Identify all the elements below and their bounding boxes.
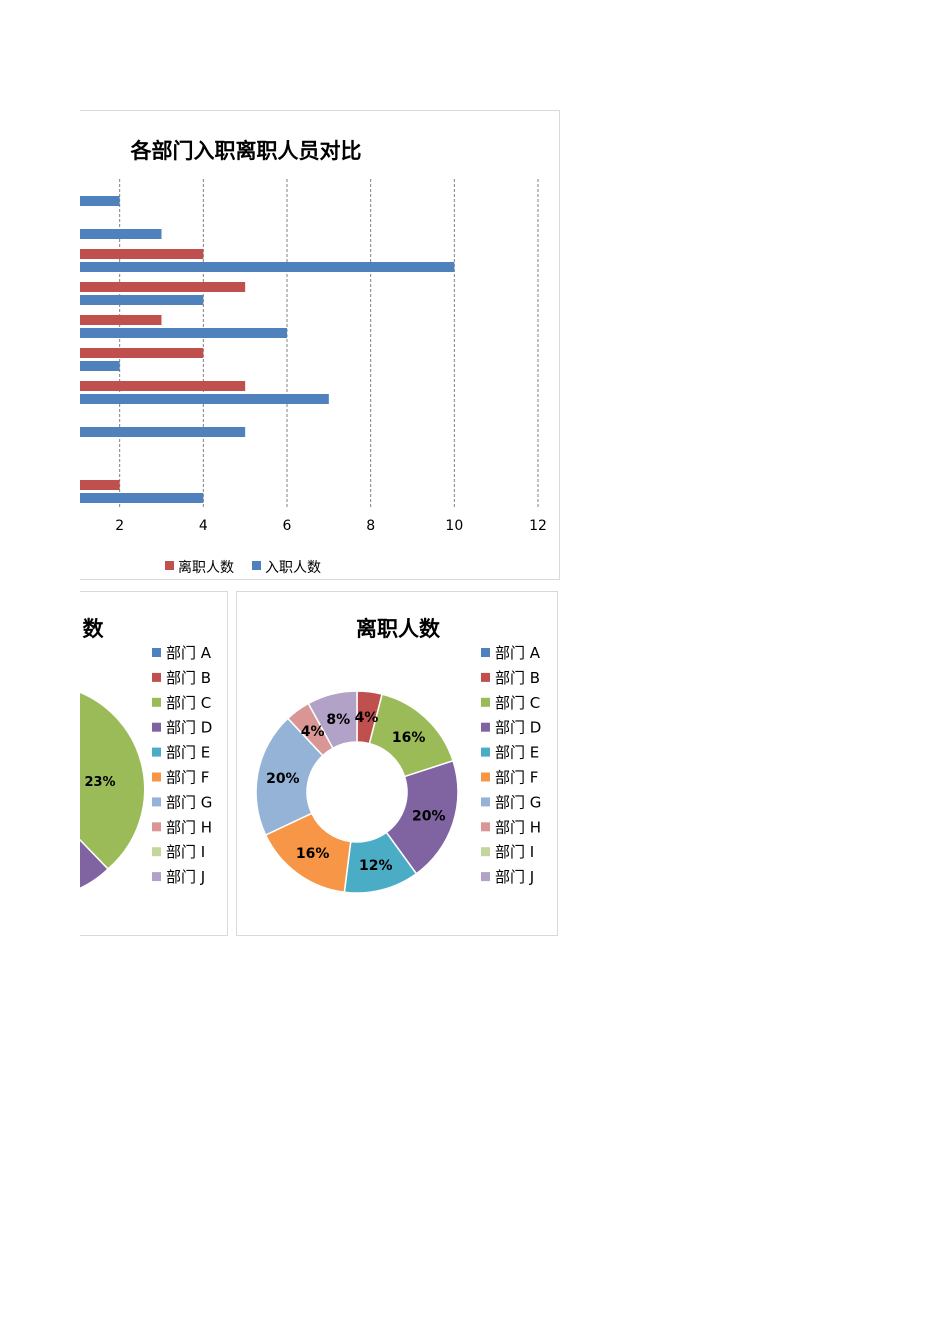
legend-swatch: [481, 772, 490, 782]
legend-label: 部门 J: [166, 868, 205, 886]
bar-chart-panel: 各部门入职离职人员对比 2 4 6 8 10 12 离职人数 入职人数: [50, 110, 560, 580]
legend-swatch: [152, 722, 161, 732]
legend-swatch-join: [252, 561, 261, 570]
legend-swatch: [481, 648, 490, 657]
left-crop-mask: [0, 0, 80, 1344]
bar-join: [51, 295, 204, 305]
bar-join: [51, 427, 246, 437]
donut-slice-label: 20%: [266, 771, 300, 787]
donut-chart: 离职人数 4%16%20%12%16%20%4%8% 部门 A部门 B部门 C部…: [255, 617, 541, 894]
legend-swatch: [481, 847, 490, 857]
bar-chart-title: 各部门入职离职人员对比: [130, 139, 362, 163]
bar-leave: [51, 480, 120, 490]
pie-slice-label: 23%: [84, 775, 115, 790]
donut-chart-title: 离职人数: [356, 617, 441, 641]
legend-swatch: [152, 648, 161, 657]
legend-label: 部门 H: [495, 818, 541, 836]
legend-label: 部门 B: [495, 669, 540, 687]
legend-label: 部门 I: [495, 843, 534, 861]
x-tick-label: 12: [529, 518, 547, 534]
legend-label-join: 入职人数: [265, 560, 321, 576]
donut-slice-label: 4%: [355, 710, 379, 726]
bar-leave: [51, 315, 162, 325]
x-tick-label: 10: [445, 518, 463, 534]
legend-swatch: [152, 772, 161, 782]
donut-legend: 部门 A 部门 B 部门 C 部门 D 部门 E 部门 F 部门 G 部门 H 部门 I 部门 J: [481, 644, 541, 886]
legend-label: 部门 F: [495, 769, 538, 787]
legend-swatch: [481, 722, 490, 732]
legend-label: 部门 E: [495, 744, 539, 762]
donut-slice: [255, 717, 324, 837]
legend-label: 部门 D: [166, 719, 212, 737]
donut-slice-label: 16%: [296, 846, 330, 862]
bar-join: [51, 262, 455, 272]
bar-join: [51, 361, 120, 371]
legend-swatch: [152, 847, 161, 857]
legend-swatch: [481, 872, 490, 882]
bar-leave: [51, 348, 204, 358]
bar-join: [51, 394, 329, 404]
legend-label-leave: 离职人数: [178, 559, 234, 576]
legend-label: 部门 D: [495, 719, 541, 737]
x-tick-label: 4: [199, 518, 208, 534]
legend-swatch: [152, 672, 161, 682]
legend-label: 部门 C: [495, 694, 540, 712]
legend-swatch: [481, 822, 490, 832]
x-tick-label: 2: [115, 518, 124, 534]
donut-slice-label: 12%: [359, 858, 393, 874]
bar-leave: [51, 282, 246, 292]
pie-legend: 部门 A 部门 B 部门 C 部门 D 部门 E 部门 F 部门 G 部门 H 部门 I 部门 J: [152, 644, 212, 886]
donut-slice: [307, 690, 358, 750]
legend-swatch: [152, 747, 161, 757]
legend-swatch: [481, 797, 490, 807]
x-tick-label: 6: [283, 518, 292, 534]
legend-label: 部门 G: [495, 793, 541, 811]
legend-swatch: [481, 697, 490, 707]
legend-label: 部门 J: [495, 868, 534, 886]
bar-join: [51, 196, 120, 206]
bar-chart: 各部门入职离职人员对比 2 4 6 8 10 12 离职人数 入职人数: [51, 139, 547, 576]
donut-slice: [385, 759, 459, 875]
legend-label: 部门 B: [166, 669, 211, 687]
legend-swatch: [152, 697, 161, 707]
legend-swatch-leave: [165, 561, 174, 570]
bar-join: [51, 229, 162, 239]
bar-legend: 离职人数 入职人数: [165, 559, 321, 576]
bar-join: [51, 493, 204, 503]
legend-label: 部门 F: [166, 769, 209, 787]
legend-swatch: [481, 747, 490, 757]
legend-swatch: [481, 672, 490, 682]
legend-label: 部门 C: [166, 694, 211, 712]
donut-slice-label: 20%: [412, 808, 446, 824]
bar-leave: [51, 249, 204, 259]
legend-label: 部门 E: [166, 744, 210, 762]
pie-chart-title: 数: [83, 617, 105, 641]
legend-swatch: [152, 872, 161, 882]
donut-slice-label: 8%: [326, 712, 350, 728]
legend-label: 部门 G: [166, 793, 212, 811]
legend-swatch: [152, 822, 161, 832]
donut-slice-label: 4%: [301, 724, 325, 740]
bar-join: [51, 328, 287, 338]
legend-swatch: [152, 797, 161, 807]
bar-leave: [51, 381, 246, 391]
legend-label: 部门 H: [166, 818, 212, 836]
donut-slice-label: 16%: [392, 730, 426, 746]
legend-label: 部门 I: [166, 843, 205, 861]
legend-label: 部门 A: [166, 644, 212, 662]
x-tick-label: 8: [366, 518, 375, 534]
legend-label: 部门 A: [495, 644, 541, 662]
